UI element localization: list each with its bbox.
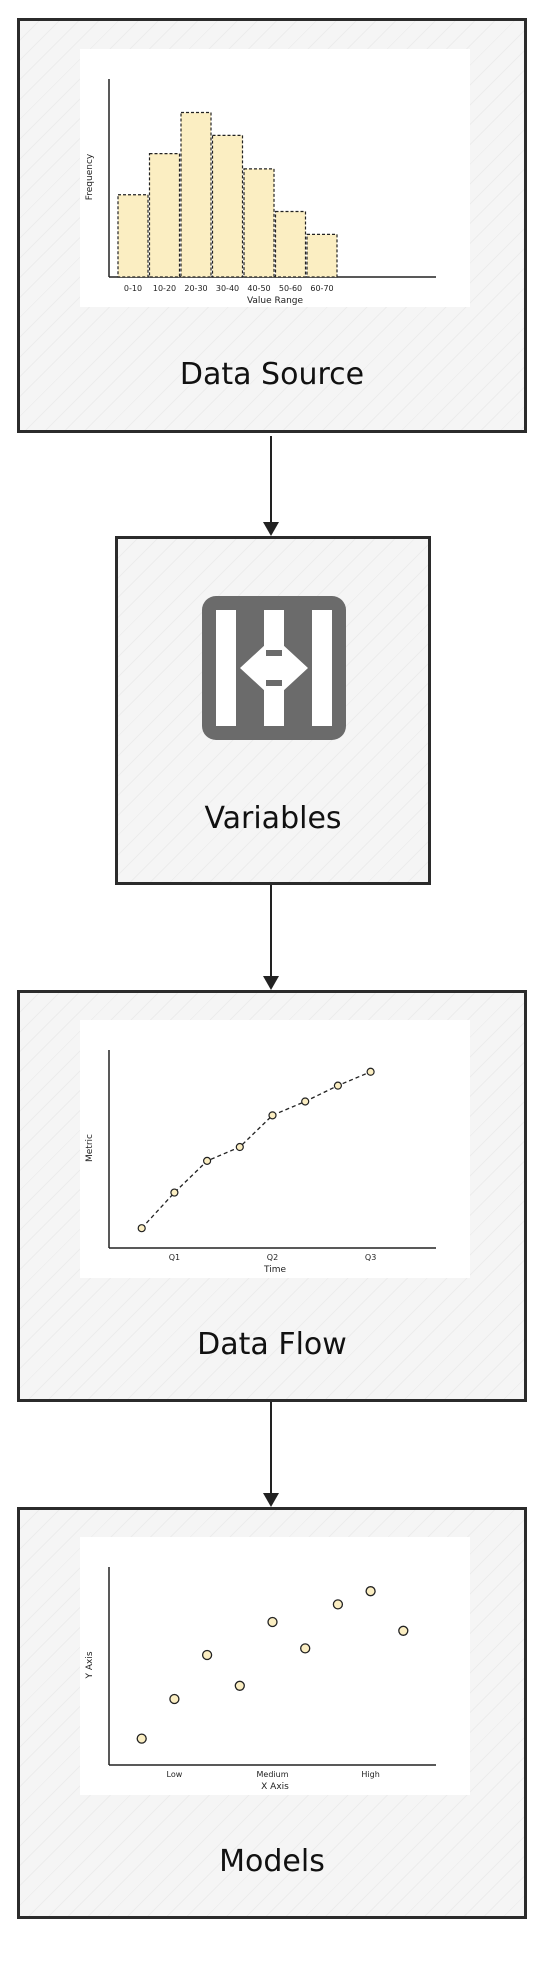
line-point <box>268 1111 277 1120</box>
line-point <box>235 1142 244 1152</box>
y-axis-label: Frequency <box>85 153 95 200</box>
histogram-bar <box>117 194 149 278</box>
arrowhead-icon <box>263 976 279 990</box>
node-label: Data Source <box>179 357 365 392</box>
line-point <box>137 1224 146 1233</box>
histogram-bar <box>211 134 244 278</box>
line-point <box>301 1097 310 1106</box>
y-axis-label: Y Axis <box>85 1651 95 1679</box>
x-tick-label: 60-70 <box>310 284 333 293</box>
x-tick-label: Medium <box>257 1770 289 1779</box>
node-models[interactable]: Low Medium High X Axis Y Axis Models <box>17 1507 527 1919</box>
node-variables[interactable]: Variables <box>115 536 431 885</box>
scatter-point <box>398 1625 409 1636</box>
line-chart: Q1 Q2 Q3 Time Metric <box>80 1020 470 1278</box>
node-data-source[interactable]: 0-10 10-20 20-30 30-40 40-50 50-60 60-70 Value… <box>17 18 527 433</box>
scatter-point <box>234 1680 245 1691</box>
node-label: Models <box>219 1844 325 1879</box>
x-tick-label: 50-60 <box>279 284 302 293</box>
x-axis-label: X Axis <box>261 1782 289 1792</box>
x-tick-label: Low <box>167 1770 183 1779</box>
arrowhead-icon <box>263 1493 279 1507</box>
node-label: Data Flow <box>197 1327 347 1362</box>
arrowhead-icon <box>263 522 279 536</box>
scatter-point <box>365 1586 376 1597</box>
series-line <box>141 1071 371 1229</box>
line-point <box>333 1081 342 1090</box>
x-axis-label: Time <box>263 1265 286 1275</box>
line-point <box>202 1156 212 1165</box>
scatter-point <box>169 1693 180 1705</box>
x-tick-label: 20-30 <box>184 284 207 293</box>
node-label: Variables <box>204 801 342 836</box>
histogram-bar <box>274 210 307 278</box>
x-tick-label: 10-20 <box>153 284 176 293</box>
x-tick-label: Q2 <box>267 1253 278 1262</box>
x-tick-label: Q3 <box>365 1253 376 1262</box>
scatter-point <box>201 1649 213 1661</box>
x-tick-label: 30-40 <box>216 284 239 293</box>
node-data-flow[interactable]: Q1 Q2 Q3 Time Metric Data Flow <box>17 990 527 1402</box>
x-tick-label: Q1 <box>169 1253 180 1262</box>
x-tick-label: 40-50 <box>247 284 270 293</box>
x-tick-label: 0-10 <box>124 284 142 293</box>
scatter-point <box>267 1616 278 1628</box>
histogram-chart: 0-10 10-20 20-30 30-40 40-50 50-60 60-70 Value… <box>80 49 470 307</box>
histogram-bar <box>243 168 275 278</box>
scatter-chart-svg: Low Medium High X Axis Y Axis <box>85 1567 436 1792</box>
x-axis-label: Value Range <box>247 296 304 306</box>
y-axis-label: Metric <box>85 1134 95 1162</box>
line-chart-svg: Q1 Q2 Q3 Time Metric <box>85 1050 436 1275</box>
histogram-bar <box>180 111 212 278</box>
histogram-svg: 0-10 10-20 20-30 30-40 40-50 50-60 60-70 Value… <box>85 79 436 306</box>
histogram-bar <box>306 233 338 278</box>
line-point <box>366 1067 375 1076</box>
merge-arrows-icon <box>202 596 346 740</box>
scatter-point <box>300 1643 311 1654</box>
scatter-point <box>332 1599 344 1610</box>
line-point <box>170 1188 179 1197</box>
scatter-chart: Low Medium High X Axis Y Axis <box>80 1537 470 1795</box>
x-tick-label: High <box>361 1770 379 1779</box>
scatter-point <box>136 1733 147 1744</box>
histogram-bar <box>148 153 181 278</box>
